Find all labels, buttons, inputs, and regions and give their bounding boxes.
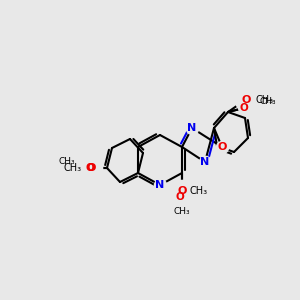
Text: O: O (217, 142, 227, 152)
Text: CH₃: CH₃ (255, 95, 273, 105)
Text: N: N (200, 157, 210, 167)
Text: N: N (155, 180, 165, 190)
Text: O: O (240, 103, 248, 113)
Text: CH₃: CH₃ (190, 186, 208, 196)
Text: CH₃: CH₃ (64, 163, 82, 173)
Text: CH₃: CH₃ (174, 208, 190, 217)
Text: O: O (85, 163, 94, 173)
Text: O: O (176, 192, 184, 202)
Text: CH₃: CH₃ (58, 158, 75, 166)
Text: O: O (86, 163, 96, 173)
Text: N: N (188, 123, 196, 133)
Text: O: O (177, 186, 187, 196)
Text: O: O (241, 95, 251, 105)
Text: CH₃: CH₃ (259, 97, 276, 106)
